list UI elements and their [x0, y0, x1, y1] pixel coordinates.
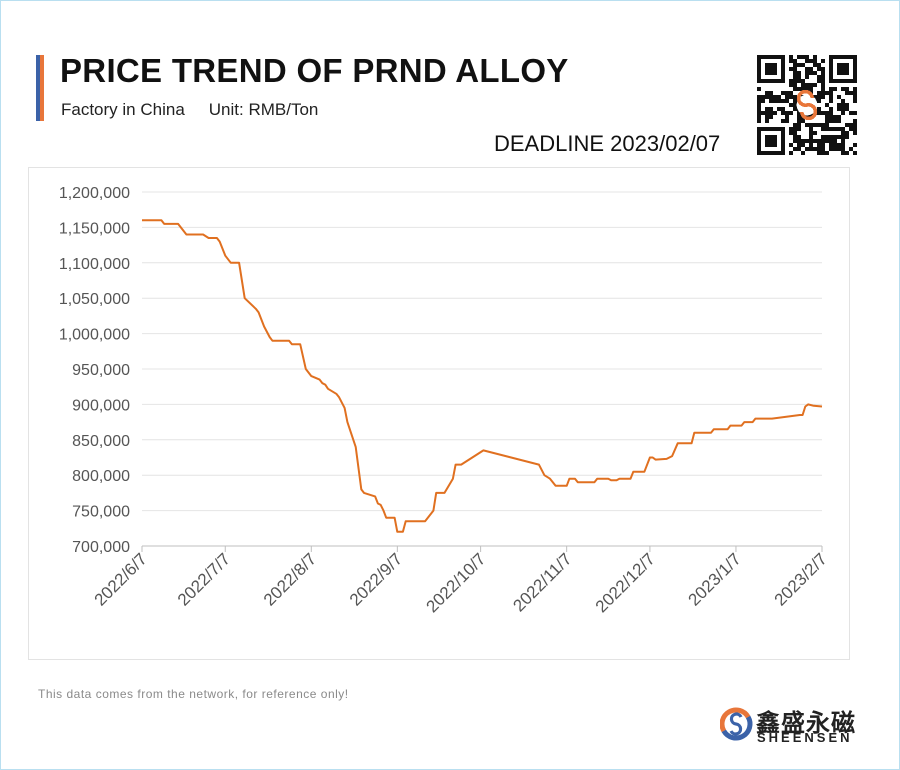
qr-code-icon: [757, 55, 857, 155]
subtitle-unit: Unit: RMB/Ton: [208, 100, 319, 119]
sheensen-logo-icon: [720, 707, 753, 741]
y-tick-label: 900,000: [72, 397, 130, 414]
deadline: DEADLINE 2023/02/07: [494, 131, 720, 157]
x-tick-label: 2022/7/7: [174, 549, 234, 609]
price-trend-chart: 700,000 750,000 800,000 850,000 900,000 950,0…: [59, 185, 831, 616]
deadline-date: 2023/02/07: [610, 131, 721, 156]
y-tick-label: 1,050,000: [59, 291, 130, 308]
footnote: This data comes from the network, for re…: [38, 687, 349, 701]
x-tick-label: 2022/12/7: [592, 549, 659, 616]
chart-container: 700,000 750,000 800,000 850,000 900,000 950,0…: [28, 167, 850, 660]
x-tick-label: 2022/11/7: [509, 549, 575, 615]
page-subtitle: Factory in China Unit: RMB/Ton: [61, 100, 318, 120]
y-tick-label: 1,200,000: [59, 185, 130, 202]
subtitle-source: Factory in China: [61, 100, 185, 119]
y-tick-label: 850,000: [72, 433, 130, 450]
y-tick-label: 950,000: [72, 362, 130, 379]
page-title: PRICE TREND OF PRND ALLOY: [60, 52, 569, 89]
x-tick-label: 2022/6/7: [91, 549, 151, 609]
y-tick-label: 700,000: [72, 539, 130, 556]
y-tick-label: 750,000: [72, 504, 130, 521]
deadline-label: DEADLINE: [494, 131, 605, 156]
title-accent-bar: [36, 55, 44, 121]
x-tick-label: 2022/8/7: [260, 549, 320, 609]
brand-english-name: SHEENSEN: [757, 730, 853, 745]
brand-chinese-name: 鑫盛永磁: [756, 709, 856, 737]
x-tick-label: 2023/1/7: [685, 549, 745, 609]
y-tick-label: 800,000: [72, 468, 130, 485]
x-tick-label: 2022/9/7: [346, 549, 406, 609]
price-series-line: [142, 219, 823, 533]
y-tick-label: 1,100,000: [59, 256, 130, 273]
x-tick-label: 2022/10/7: [423, 549, 490, 616]
x-tick-label: 2023/2/7: [771, 549, 831, 609]
y-tick-label: 1,150,000: [59, 220, 130, 237]
y-tick-label: 1,000,000: [59, 327, 130, 344]
brand-logo: 鑫盛永磁 SHEENSEN: [720, 702, 855, 748]
